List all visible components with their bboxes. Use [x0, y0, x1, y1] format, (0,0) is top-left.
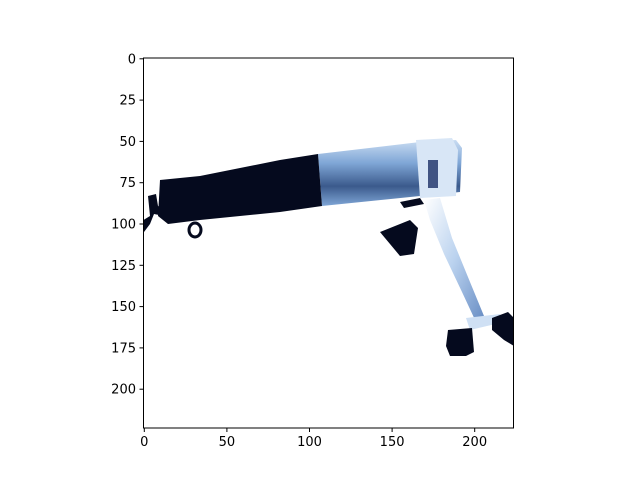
photo — [143, 138, 514, 356]
barrel-band — [428, 160, 438, 188]
x-axis: 0 50 100 150 200 — [140, 428, 487, 450]
stand-foot-right — [492, 312, 514, 346]
stand-pole — [424, 198, 484, 322]
stand-foot-left — [446, 328, 474, 356]
x-tick-label: 50 — [219, 435, 236, 450]
x-tick-label: 150 — [380, 435, 405, 450]
clamp-block — [380, 220, 418, 256]
handle-grip — [158, 154, 322, 224]
y-axis: 0 25 50 75 100 125 150 175 200 — [111, 52, 144, 398]
trigger-piece — [400, 198, 424, 208]
x-tick-label: 200 — [462, 435, 487, 450]
x-tick-label: 0 — [140, 435, 148, 450]
y-tick-label: 100 — [111, 218, 136, 233]
plot-area — [143, 58, 514, 428]
y-tick-label: 125 — [111, 259, 136, 274]
y-tick-label: 175 — [111, 341, 136, 356]
y-tick-label: 25 — [119, 94, 136, 109]
x-tick-label: 100 — [297, 435, 322, 450]
handle-ring — [187, 221, 203, 239]
y-tick-label: 200 — [111, 383, 136, 398]
handle-hook — [143, 194, 164, 232]
y-tick-label: 0 — [128, 52, 136, 67]
y-tick-label: 75 — [119, 176, 136, 191]
axes-frame — [143, 57, 514, 429]
y-tick-label: 150 — [111, 300, 136, 315]
y-tick-label: 50 — [119, 135, 136, 150]
